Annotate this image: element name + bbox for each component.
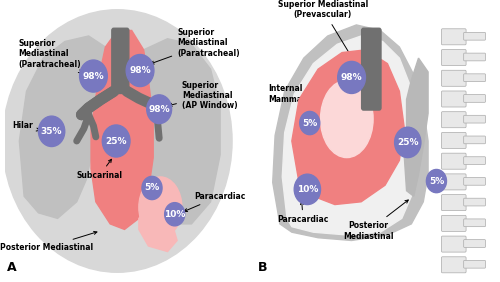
Text: Subcarinal: Subcarinal <box>343 156 389 175</box>
Circle shape <box>294 174 320 204</box>
Text: Superior
Mediastinal
(Paratracheal): Superior Mediastinal (Paratracheal) <box>18 39 82 73</box>
FancyBboxPatch shape <box>362 28 381 110</box>
FancyBboxPatch shape <box>464 53 485 61</box>
Text: 10%: 10% <box>164 210 186 219</box>
Polygon shape <box>272 25 428 241</box>
Text: 5%: 5% <box>429 177 444 186</box>
Text: A: A <box>8 261 17 274</box>
FancyBboxPatch shape <box>112 28 129 93</box>
Circle shape <box>142 176 162 200</box>
FancyBboxPatch shape <box>442 50 466 65</box>
Text: Posterior Mediastinal: Posterior Mediastinal <box>0 232 97 252</box>
Polygon shape <box>20 36 110 218</box>
Text: 5%: 5% <box>302 118 318 127</box>
Text: B: B <box>258 261 268 274</box>
FancyBboxPatch shape <box>442 215 466 231</box>
FancyBboxPatch shape <box>464 198 485 206</box>
FancyBboxPatch shape <box>464 157 485 164</box>
Circle shape <box>126 54 154 87</box>
Text: Internal
Mammary: Internal Mammary <box>268 84 310 117</box>
Text: Paracardiac: Paracardiac <box>184 192 245 212</box>
FancyBboxPatch shape <box>464 136 485 144</box>
Circle shape <box>146 95 172 124</box>
Polygon shape <box>292 50 404 204</box>
FancyBboxPatch shape <box>442 70 466 86</box>
Circle shape <box>164 203 184 226</box>
Text: 98%: 98% <box>148 105 170 114</box>
FancyBboxPatch shape <box>442 91 466 107</box>
Text: Superior Mediastinal
(Prevascular): Superior Mediastinal (Prevascular) <box>278 0 368 58</box>
Polygon shape <box>139 202 177 252</box>
Circle shape <box>338 61 365 93</box>
Text: Paracardiac: Paracardiac <box>278 202 329 224</box>
FancyBboxPatch shape <box>464 219 485 227</box>
Circle shape <box>38 116 65 147</box>
FancyBboxPatch shape <box>442 257 466 273</box>
Circle shape <box>102 125 130 157</box>
Text: 98%: 98% <box>341 73 362 82</box>
FancyBboxPatch shape <box>442 153 466 169</box>
FancyBboxPatch shape <box>442 236 466 252</box>
Text: 25%: 25% <box>397 138 418 147</box>
Circle shape <box>426 169 446 193</box>
Circle shape <box>300 111 320 135</box>
FancyBboxPatch shape <box>442 195 466 211</box>
FancyBboxPatch shape <box>464 94 485 102</box>
Text: 98%: 98% <box>82 72 104 81</box>
Text: Posterior
Mediastinal: Posterior Mediastinal <box>343 200 408 241</box>
Polygon shape <box>136 39 220 224</box>
Ellipse shape <box>139 177 182 238</box>
FancyBboxPatch shape <box>464 240 485 247</box>
Circle shape <box>80 60 108 92</box>
FancyBboxPatch shape <box>442 112 466 128</box>
Text: Superior
Mediastinal
(Paratracheal): Superior Mediastinal (Paratracheal) <box>151 28 240 64</box>
Text: Hilar: Hilar <box>12 121 40 131</box>
FancyBboxPatch shape <box>464 177 485 185</box>
Polygon shape <box>282 36 418 235</box>
Text: 5%: 5% <box>144 184 160 193</box>
FancyBboxPatch shape <box>442 133 466 148</box>
Text: 98%: 98% <box>129 66 151 75</box>
FancyBboxPatch shape <box>442 29 466 45</box>
Text: Superior
Mediastinal
(AP Window): Superior Mediastinal (AP Window) <box>169 80 237 110</box>
Ellipse shape <box>2 10 232 272</box>
Text: 25%: 25% <box>106 136 127 146</box>
Text: Subcarinal: Subcarinal <box>76 159 122 180</box>
FancyBboxPatch shape <box>464 74 485 81</box>
FancyBboxPatch shape <box>442 174 466 190</box>
Text: 35%: 35% <box>41 127 62 136</box>
FancyBboxPatch shape <box>464 260 485 268</box>
Polygon shape <box>404 58 428 196</box>
FancyBboxPatch shape <box>464 115 485 123</box>
Ellipse shape <box>320 80 373 158</box>
Circle shape <box>394 127 421 158</box>
Text: 10%: 10% <box>296 185 318 194</box>
FancyBboxPatch shape <box>464 32 485 40</box>
Polygon shape <box>91 30 153 230</box>
